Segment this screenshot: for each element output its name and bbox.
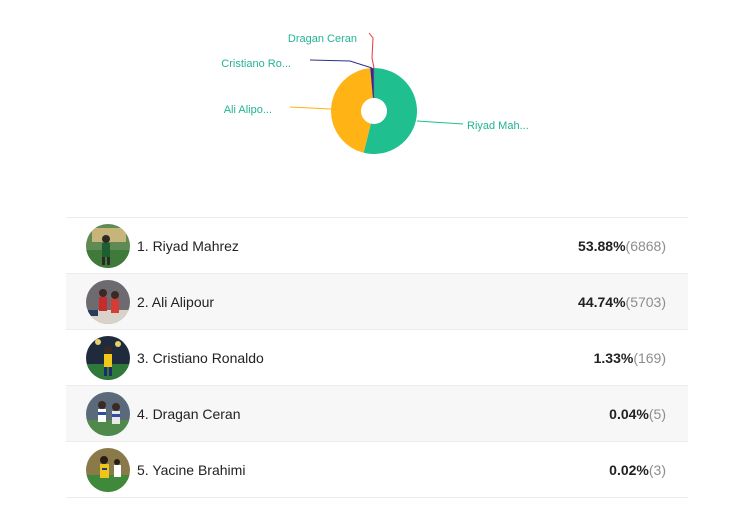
vote-count: (6868)	[625, 237, 666, 254]
player-name: 2. Ali Alipour	[137, 293, 215, 310]
donut-slice-2	[331, 68, 373, 153]
vote-count: (5703)	[625, 293, 666, 310]
player-name: 4. Dragan Ceran	[137, 405, 241, 422]
player-photo-icon	[86, 279, 130, 324]
results-list: 1. Riyad Mahrez 53.88%(6868) 2. Ali Alip…	[66, 217, 688, 498]
result-stat: 44.74%(5703)	[578, 294, 666, 310]
result-row-3: 3. Cristiano Ronaldo 1.33%(169)	[66, 330, 688, 386]
result-stat: 0.04%(5)	[609, 406, 666, 422]
vote-percent: 0.02%	[609, 461, 649, 478]
slice-callout-line	[289, 106, 332, 110]
slice-label: Cristiano Ro...	[221, 58, 291, 70]
player-name: 3. Cristiano Ronaldo	[137, 349, 264, 366]
vote-count: (3)	[648, 461, 666, 478]
vote-count: (169)	[633, 349, 666, 366]
slice-callout-line	[416, 120, 464, 125]
result-stat: 53.88%(6868)	[578, 238, 666, 254]
player-name: 1. Riyad Mahrez	[137, 237, 239, 254]
vote-percent: 0.04%	[609, 405, 649, 422]
player-photo-icon	[86, 391, 130, 436]
donut-slice-3	[370, 68, 374, 99]
slice-callout-line	[368, 32, 375, 69]
slice-label: Riyad Mah...	[467, 120, 529, 132]
result-row-1: 1. Riyad Mahrez 53.88%(6868)	[66, 218, 688, 274]
result-row-5: 5. Yacine Brahimi 0.02%(3)	[66, 442, 688, 498]
vote-percent: 1.33%	[593, 349, 634, 366]
vote-percent: 44.74%	[578, 293, 626, 310]
result-stat: 1.33%(169)	[594, 350, 666, 366]
donut-slice-1	[363, 68, 417, 154]
player-photo-icon	[86, 223, 130, 268]
slice-label: Ali Alipo...	[224, 104, 272, 116]
slice-label: Dragan Ceran	[288, 33, 357, 45]
player-photo-icon	[86, 335, 130, 380]
player-photo-icon	[86, 447, 130, 492]
player-name: 5. Yacine Brahimi	[137, 461, 246, 478]
vote-count: (5)	[648, 405, 666, 422]
result-stat: 0.02%(3)	[609, 462, 666, 478]
slice-callout-line	[309, 59, 373, 69]
result-row-2: 2. Ali Alipour 44.74%(5703)	[66, 274, 688, 330]
results-donut-chart: Riyad Mah... Ali Alipo... Cristiano Ro... D…	[221, 32, 529, 154]
vote-percent: 53.88%	[578, 237, 626, 254]
result-row-4: 4. Dragan Ceran 0.04%(5)	[66, 386, 688, 442]
